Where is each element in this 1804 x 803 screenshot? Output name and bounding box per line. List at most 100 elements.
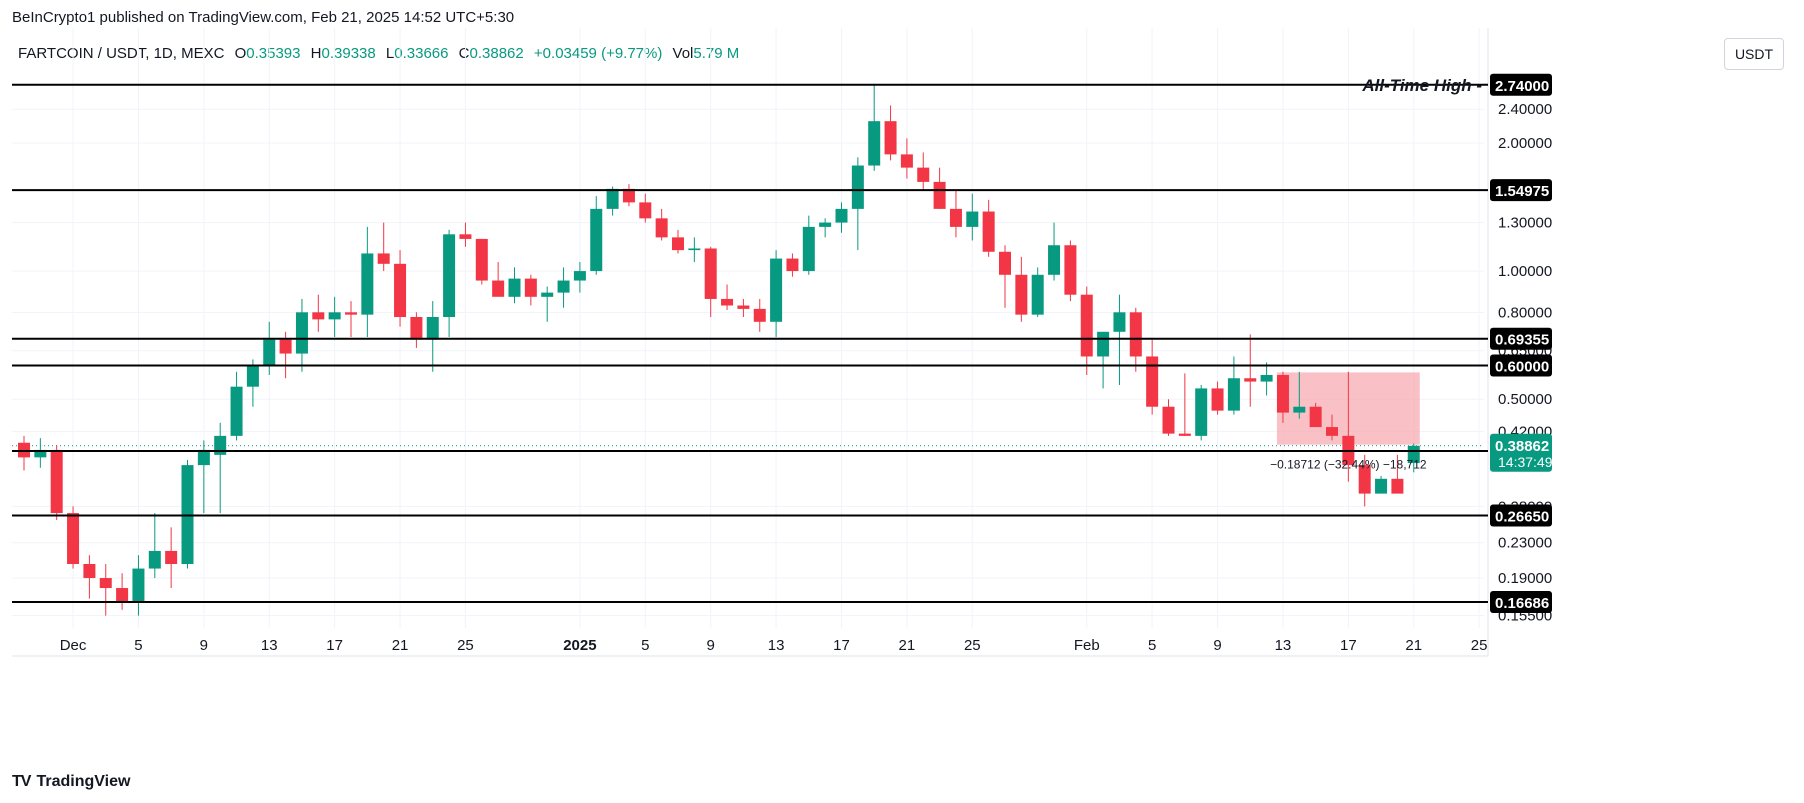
candles <box>18 84 1420 616</box>
candle-body <box>966 211 979 227</box>
symbol-name[interactable]: FARTCOIN / USDT, 1D, MEXC <box>18 45 225 62</box>
candle <box>1162 399 1175 436</box>
candle <box>1244 334 1257 407</box>
candle-body <box>1064 245 1077 295</box>
candle-body <box>1358 465 1371 494</box>
candle-body <box>982 211 995 252</box>
tradingview-logo[interactable]: TV TradingView <box>12 773 130 791</box>
candle-body <box>1080 294 1093 357</box>
time-tick-label: Feb <box>1074 637 1100 654</box>
candle <box>83 555 96 599</box>
candle <box>672 229 684 254</box>
candle-body <box>835 208 848 223</box>
candle <box>1260 362 1273 396</box>
tradingview-logo-text: TradingView <box>36 773 131 790</box>
candle <box>1080 286 1093 375</box>
candle <box>50 445 63 521</box>
candle-body <box>67 513 80 564</box>
candle-body <box>672 237 684 251</box>
candle <box>917 152 930 191</box>
candle-body <box>165 550 178 564</box>
candle-body <box>1178 433 1191 436</box>
candle <box>1195 384 1208 441</box>
candle-body <box>1391 478 1404 494</box>
candle <box>1097 331 1110 389</box>
candle-body <box>1326 427 1338 436</box>
time-tick-label: 9 <box>707 637 715 654</box>
volume-label: Vol <box>672 45 694 62</box>
candle-body <box>688 248 701 251</box>
price-tick-label: 0.80000 <box>1498 304 1552 321</box>
level-price-tag <box>1490 73 1552 96</box>
candle-body <box>737 305 750 309</box>
candle-body <box>50 449 63 514</box>
candle-body <box>328 312 341 320</box>
candle-body <box>34 449 47 458</box>
candle-body <box>819 222 832 227</box>
candle-body <box>295 312 308 354</box>
candle <box>426 301 439 372</box>
time-tick-label: 13 <box>261 637 278 654</box>
candle <box>573 262 586 293</box>
level-price-label: 2.74000 <box>1495 78 1549 95</box>
candle <box>197 440 210 514</box>
candle <box>1309 402 1322 428</box>
candle-body <box>508 278 521 297</box>
candle-body <box>1031 274 1044 315</box>
price-tick-label: 1.30000 <box>1498 215 1552 232</box>
candle <box>492 262 505 297</box>
candle <box>1031 267 1044 317</box>
current-price-label: 0.38862 <box>1495 438 1549 455</box>
candle <box>721 284 734 311</box>
candle <box>263 321 276 375</box>
candle-body <box>1113 312 1126 332</box>
level-price-label: 0.69355 <box>1495 332 1549 349</box>
candle-body <box>279 339 292 354</box>
candle-body <box>1146 356 1159 407</box>
low-value: 0.33666 <box>394 45 449 62</box>
price-tick-label: 2.40000 <box>1498 101 1552 118</box>
candle <box>34 438 47 468</box>
candle-body <box>900 154 913 168</box>
candle-body <box>214 435 227 455</box>
price-tick-label: 2.00000 <box>1498 135 1552 152</box>
candle-body <box>1293 406 1306 413</box>
candle <box>606 186 619 216</box>
candle <box>933 167 946 209</box>
time-tick-label: 17 <box>833 637 850 654</box>
candle <box>165 527 178 589</box>
candle <box>377 222 390 272</box>
candle <box>312 294 325 332</box>
candle-body <box>639 202 652 219</box>
candle <box>116 573 129 610</box>
candle <box>148 513 161 579</box>
candle <box>328 296 341 337</box>
open-value: 0.35393 <box>246 45 301 62</box>
candle <box>181 459 194 569</box>
candle <box>1358 454 1371 507</box>
candle-body <box>492 280 505 297</box>
candle-body <box>541 292 554 297</box>
time-tick-label: 5 <box>641 637 649 654</box>
time-tick-label: 9 <box>1213 637 1221 654</box>
time-tick-label: 17 <box>1340 637 1357 654</box>
currency-button[interactable]: USDT <box>1724 38 1784 70</box>
candle <box>819 218 832 238</box>
candle <box>949 190 962 238</box>
candle <box>655 208 668 241</box>
candle-body <box>721 298 734 306</box>
candle-body <box>704 248 717 299</box>
time-tick-label: 25 <box>1471 637 1488 654</box>
candle <box>966 193 979 241</box>
candle <box>18 435 30 471</box>
low-label: L <box>385 45 395 62</box>
candle-body <box>197 449 210 466</box>
candle-body <box>377 253 390 264</box>
time-tick-label: 25 <box>964 637 981 654</box>
candle <box>999 245 1011 308</box>
candle <box>394 250 407 327</box>
candle <box>410 312 423 348</box>
candle-body <box>459 234 472 239</box>
candle-body <box>1048 245 1061 275</box>
